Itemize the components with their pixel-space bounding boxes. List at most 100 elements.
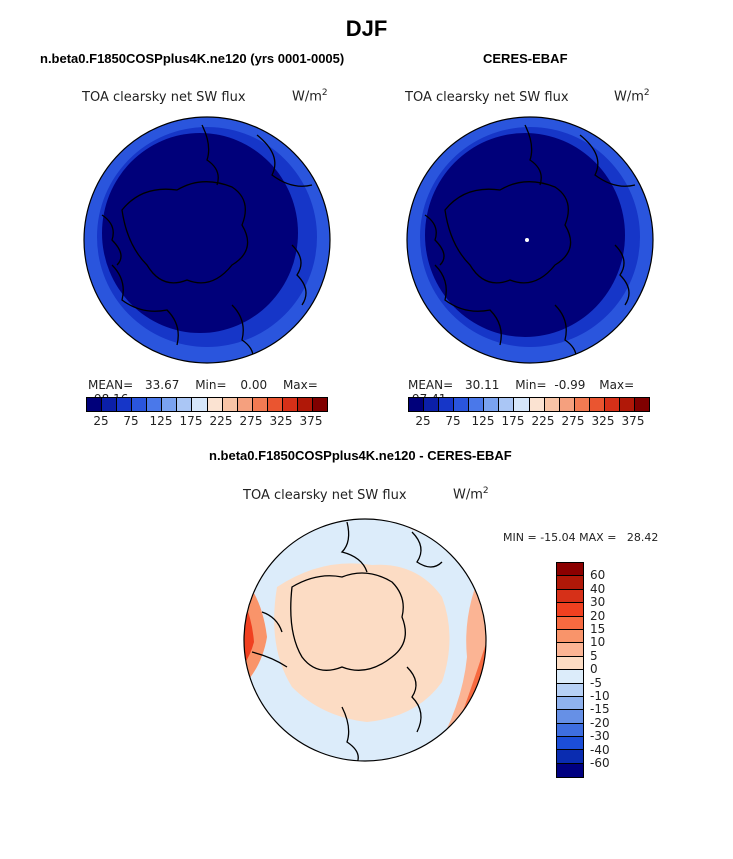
colorbar-swatch — [192, 398, 208, 411]
colorbar-tick-label: 5 — [590, 648, 598, 663]
colorbar-swatch — [557, 670, 583, 684]
colorbar-swatch — [252, 398, 268, 411]
colorbar-swatch — [424, 398, 440, 411]
map-border — [243, 518, 487, 762]
colorbar-tick-label: 40 — [590, 581, 606, 596]
colorbar-swatch — [267, 398, 283, 411]
colorbar-swatch — [117, 398, 133, 411]
colorbar-swatch — [557, 576, 583, 590]
colorbar-tick-label: 125 — [149, 414, 173, 428]
map-border — [406, 116, 654, 364]
colorbar-tick-label: 15 — [590, 622, 606, 636]
coast-e — [291, 244, 307, 306]
colorbar-swatch — [574, 398, 590, 411]
greenland-coast — [121, 181, 249, 284]
coast-1 — [251, 651, 288, 668]
colorbar-swatch — [544, 398, 560, 411]
colorbar-swatch — [557, 763, 583, 778]
colorbar-swatch — [557, 603, 583, 617]
colorbar-tick-label: 175 — [501, 414, 525, 428]
panel1-title: n.beta0.F1850COSPplus4K.ne120 (yrs 0001-… — [40, 51, 345, 66]
colorbar-swatch — [557, 589, 583, 604]
colorbar-tick-label: 25 — [93, 414, 109, 428]
map-border — [83, 116, 331, 364]
colorbar-swatch — [499, 398, 515, 411]
colorbar-swatch — [102, 398, 118, 411]
colorbar-swatch — [222, 398, 238, 411]
coast-e — [614, 244, 630, 306]
colorbar-tick-label: 75 — [445, 414, 461, 428]
colorbar-swatch — [557, 629, 583, 644]
panel2-polar-map — [406, 116, 654, 364]
colorbar-tick-label: 175 — [179, 414, 203, 428]
colorbar-tick-label: 125 — [471, 414, 495, 428]
colorbar-tick-label: 375 — [621, 414, 645, 428]
colorbar-tick-label: -30 — [590, 729, 610, 744]
main-title: DJF — [345, 16, 388, 41]
canada-coast — [434, 264, 502, 346]
colorbar-swatch — [87, 398, 103, 411]
colorbar-swatch — [147, 398, 163, 411]
colorbar-swatch — [297, 398, 313, 411]
colorbar-swatch — [604, 398, 620, 411]
colorbar-swatch — [282, 398, 298, 411]
coast-n — [201, 124, 219, 186]
colorbar-tick-label: 20 — [590, 608, 606, 623]
colorbar-swatch — [207, 398, 223, 411]
colorbar-tick-label: 0 — [590, 662, 598, 677]
panel1-polar-map — [83, 116, 331, 364]
coast-3 — [411, 531, 443, 568]
colorbar-tick-label: 325 — [269, 414, 293, 428]
colorbar-swatch — [514, 398, 530, 411]
colorbar-tick-label: -15 — [590, 702, 610, 717]
diff-colorbar-ticks: 60 40 30 20 15 10 5 0 -5 -10 -15 -20 -30 -40 -60 — [590, 562, 630, 770]
colorbar-tick-label: 30 — [590, 595, 606, 610]
colorbar-tick-label: 275 — [239, 414, 263, 428]
colorbar-tick-label: 10 — [590, 635, 606, 650]
colorbar-swatch — [162, 398, 178, 411]
diff-variable: TOA clearsky net SW flux — [243, 488, 407, 503]
panel2-title: CERES-EBAF — [483, 51, 568, 66]
colorbar-swatch — [589, 398, 605, 411]
panel1-colorbar-ticks: 25 75 125 175 225 275 325 375 — [86, 414, 326, 428]
colorbar-swatch — [469, 398, 485, 411]
colorbar-swatch — [177, 398, 193, 411]
colorbar-swatch — [634, 398, 649, 411]
colorbar-tick-label: 275 — [561, 414, 585, 428]
colorbar-swatch — [557, 723, 583, 738]
coast-2 — [340, 521, 368, 573]
colorbar-swatch — [557, 616, 583, 630]
colorbar-swatch — [439, 398, 455, 411]
colorbar-tick-label: 375 — [299, 414, 323, 428]
colorbar-tick-label: 25 — [415, 414, 431, 428]
colorbar-tick-label: -40 — [590, 742, 610, 757]
canada-coast — [111, 264, 179, 346]
coast-5 — [341, 706, 359, 761]
colorbar-swatch — [454, 398, 470, 411]
coast-n — [524, 124, 542, 186]
pole-hole — [525, 238, 529, 242]
colorbar-tick-label: -60 — [590, 756, 610, 770]
colorbar-tick-label: 325 — [591, 414, 615, 428]
colorbar-swatch — [409, 398, 425, 411]
band-inner — [425, 133, 625, 337]
colorbar-swatch — [557, 656, 583, 671]
colorbar-swatch — [557, 710, 583, 724]
colorbar-tick-label: 75 — [123, 414, 139, 428]
colorbar-swatch — [557, 737, 583, 751]
colorbar-tick-label: -5 — [590, 675, 602, 690]
colorbar-tick-label: -10 — [590, 689, 610, 703]
panel1-colorbar — [86, 397, 328, 412]
colorbar-swatch — [557, 696, 583, 711]
colorbar-swatch — [557, 750, 583, 764]
colorbar-swatch — [237, 398, 253, 411]
colorbar-swatch — [312, 398, 327, 411]
diff-title: n.beta0.F1850COSPplus4K.ne120 - CERES-EB… — [209, 448, 512, 463]
panel2-variable: TOA clearsky net SW flux — [405, 90, 569, 105]
diff-colorbar — [556, 562, 584, 779]
colorbar-swatch — [557, 643, 583, 657]
colorbar-swatch — [529, 398, 545, 411]
colorbar-tick-label: 225 — [209, 414, 233, 428]
panel2-units: W/m2 — [614, 88, 650, 105]
diff-stats: MIN = -15.04 MAX = 28.42 — [503, 531, 659, 544]
